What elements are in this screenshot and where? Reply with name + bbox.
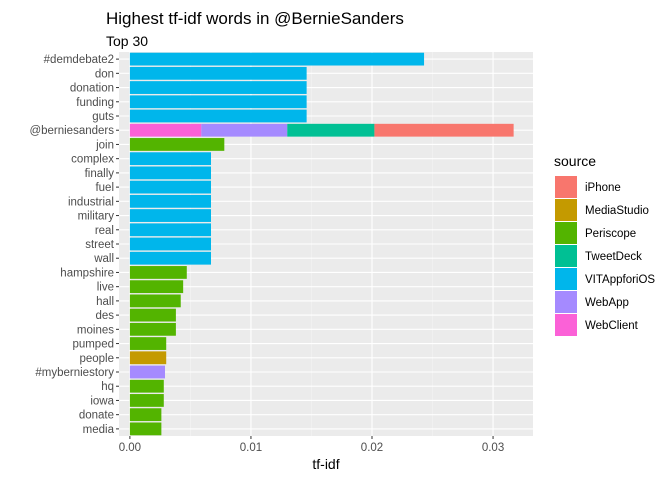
legend-label-mediastudio: MediaStudio [585, 205, 649, 217]
bar-funding-vitappforios [129, 95, 307, 109]
bar-live-periscope [129, 280, 184, 294]
legend-key-tweetdeck [555, 245, 577, 267]
y-tick-label: fuel [95, 182, 114, 194]
y-tick-label: wall [93, 253, 114, 265]
y-tick-label: guts [92, 111, 114, 123]
chart-subtitle: Top 30 [106, 33, 148, 49]
legend-key-webapp [555, 291, 577, 313]
y-tick-label: @berniesanders [29, 125, 114, 137]
legend-label-vitappforios: VITAppforiOS [585, 274, 655, 286]
bar-media-periscope [129, 422, 162, 436]
x-tick-label: 0.02 [361, 442, 383, 454]
y-tick-label: real [95, 225, 114, 237]
y-tick-label: #myberniestory [35, 367, 114, 379]
y-tick-label: industrial [68, 196, 114, 208]
bar-industrial-vitappforios [129, 194, 211, 208]
legend-label-periscope: Periscope [585, 228, 636, 240]
bar-street-vitappforios [129, 237, 211, 251]
bar-berniesanders-tweetdeck [287, 123, 375, 137]
y-tick-label: join [95, 139, 114, 151]
bar-berniesanders-webapp [201, 123, 288, 137]
y-tick-label: pumped [72, 339, 114, 351]
x-tick-label: 0.00 [119, 442, 141, 454]
x-axis: 0.00 0.01 0.02 0.03 [119, 436, 504, 454]
legend-key-vitappforios [555, 268, 577, 290]
bar-guts-vitappforios [129, 109, 307, 123]
y-tick-label: iowa [90, 395, 114, 407]
legend-key-webclient [555, 314, 577, 336]
bar-iowa-periscope [129, 394, 164, 407]
bar-wall-vitappforios [129, 251, 211, 265]
legend-key-periscope [555, 222, 577, 244]
x-axis-title: tf-idf [312, 456, 339, 472]
bar-don-vitappforios [129, 66, 307, 80]
bar-fuel-vitappforios [129, 180, 211, 194]
legend: source iPhone MediaStudio Periscope TweetDe… [554, 153, 655, 336]
x-tick-label: 0.01 [240, 442, 262, 454]
y-tick-label: media [83, 424, 115, 436]
legend-key-mediastudio [555, 199, 577, 221]
y-tick-label: moines [77, 324, 114, 336]
legend-label-webclient: WebClient [585, 320, 639, 332]
bar-donation-vitappforios [129, 81, 307, 94]
y-tick-label: don [95, 68, 114, 80]
bar-demdebate2-vitappforios [129, 52, 425, 66]
y-tick-label: donate [79, 410, 114, 422]
legend-label-iphone: iPhone [585, 182, 621, 194]
bar-des-periscope [129, 308, 176, 322]
y-tick-label: street [85, 239, 115, 251]
bar-hall-periscope [129, 294, 181, 308]
chart-title: Highest tf-idf words in @BernieSanders [106, 9, 404, 28]
bar-military-vitappforios [129, 209, 211, 222]
y-tick-label: hall [96, 296, 114, 308]
y-tick-label: live [97, 282, 114, 294]
legend-label-webapp: WebApp [585, 297, 629, 309]
x-tick-label: 0.03 [482, 442, 504, 454]
bar-myberniestory-webapp [129, 365, 165, 379]
y-tick-label: funding [76, 97, 114, 109]
legend-title: source [554, 153, 596, 169]
y-tick-label: donation [70, 83, 114, 95]
y-tick-label: des [95, 310, 114, 322]
y-tick-label: finally [85, 168, 115, 180]
y-tick-label: hampshire [60, 267, 114, 279]
y-tick-label: #demdebate2 [44, 54, 114, 66]
bar-people-mediastudio [129, 351, 167, 365]
bar-real-vitappforios [129, 223, 211, 237]
y-axis: #demdebate2 don donation funding guts @bernie… [29, 54, 119, 436]
bar-pumped-periscope [129, 337, 167, 350]
bar-hq-periscope [129, 379, 164, 393]
bar-donate-periscope [129, 408, 162, 422]
bar-berniesanders-webclient [129, 123, 202, 137]
legend-label-tweetdeck: TweetDeck [585, 251, 642, 263]
y-tick-label: complex [71, 154, 114, 166]
y-tick-label: people [79, 353, 114, 365]
y-tick-label: hq [101, 381, 114, 393]
bar-moines-periscope [129, 322, 176, 336]
bar-layer [129, 52, 514, 436]
bar-finally-vitappforios [129, 166, 211, 180]
bar-complex-vitappforios [129, 152, 211, 166]
y-tick-label: military [78, 211, 115, 223]
bar-join-periscope [129, 138, 225, 151]
bar-berniesanders-iphone [374, 123, 514, 137]
bar-hampshire-periscope [129, 266, 187, 279]
legend-key-iphone [555, 176, 577, 198]
